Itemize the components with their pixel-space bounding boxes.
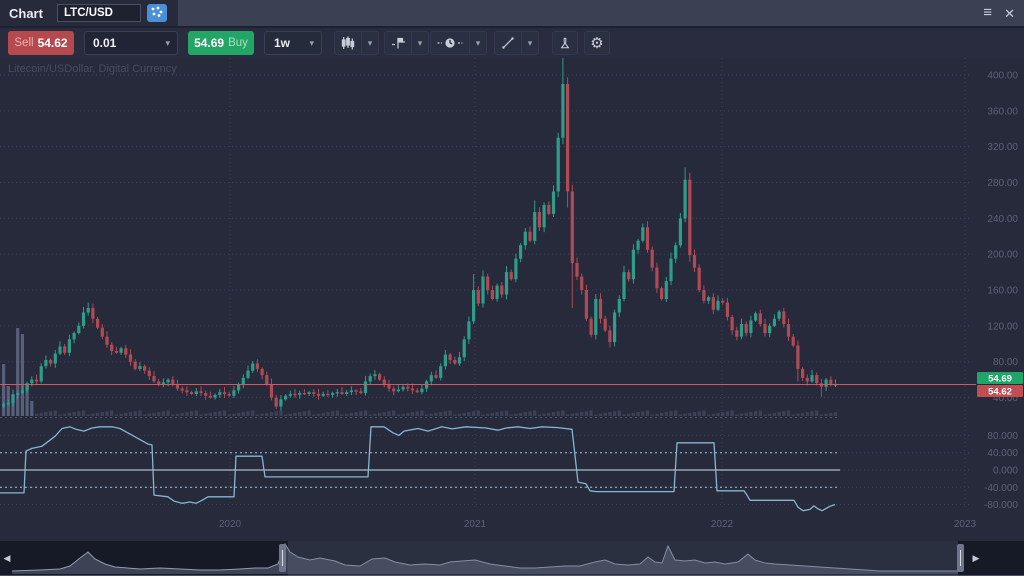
scatter-dots-icon	[151, 6, 163, 17]
tab-chart-label: Chart	[9, 6, 43, 21]
chevron-down-icon: ▾	[309, 37, 314, 48]
time-tools-dropdown[interactable]: ▾	[469, 32, 486, 54]
scroll-left-arrow-icon[interactable]: ◀	[3, 553, 11, 563]
svg-text:240.00: 240.00	[987, 214, 1018, 225]
menu-icon[interactable]: ≡	[983, 4, 992, 21]
svg-text:360.00: 360.00	[987, 106, 1018, 117]
timeframe-select[interactable]: 1w ▾	[264, 31, 322, 55]
indicators-group: ▾	[384, 31, 429, 55]
svg-text:40.00: 40.00	[993, 393, 1018, 404]
svg-text:280.00: 280.00	[987, 178, 1018, 189]
svg-text:2023: 2023	[954, 519, 977, 530]
timeframe-value: 1w	[274, 36, 291, 50]
amount-select[interactable]: 0.01 ▾	[84, 31, 178, 55]
trend-line-button[interactable]	[495, 32, 521, 54]
candlestick-chart-button[interactable]	[335, 32, 361, 54]
sell-label: Sell	[14, 37, 34, 49]
navigator-view-window[interactable]	[288, 541, 958, 576]
navigator-left-handle[interactable]	[279, 544, 286, 572]
chart-type-group: ▾	[334, 31, 379, 55]
chevron-down-icon: ▾	[417, 37, 423, 48]
buy-label: Buy	[228, 37, 248, 49]
svg-text:120.00: 120.00	[987, 321, 1018, 332]
chart-area: 400.00 360.00 320.00 280.00 240.00 200.00 160.…	[0, 58, 1024, 536]
svg-text:2020: 2020	[219, 519, 242, 530]
main-chart[interactable]: 400.00 360.00 320.00 280.00 240.00 200.00 160.…	[0, 58, 1024, 536]
chevron-down-icon: ▾	[367, 37, 373, 48]
svg-text:160.00: 160.00	[987, 286, 1018, 297]
strategies-button[interactable]	[552, 31, 578, 55]
svg-text:80.000: 80.000	[987, 431, 1018, 442]
chevron-down-icon: ▾	[165, 37, 170, 48]
svg-text:2021: 2021	[464, 519, 487, 530]
svg-text:80.00: 80.00	[993, 357, 1018, 368]
flag-indicator-icon	[391, 37, 405, 49]
drawing-tools-dropdown[interactable]: ▾	[521, 32, 538, 54]
svg-text:2022: 2022	[711, 519, 734, 530]
svg-text:200.00: 200.00	[987, 250, 1018, 261]
symbol-input[interactable]	[57, 4, 141, 22]
trend-line-icon	[502, 37, 514, 49]
time-interval-button[interactable]	[431, 32, 469, 54]
svg-text:54.62: 54.62	[988, 386, 1012, 397]
chevron-down-icon: ▾	[527, 37, 533, 48]
svg-text:400.00: 400.00	[987, 71, 1018, 82]
indicators-dropdown[interactable]: ▾	[411, 32, 428, 54]
svg-text:54.69: 54.69	[988, 373, 1012, 384]
indicators-button[interactable]	[385, 32, 411, 54]
flask-icon	[560, 37, 570, 48]
svg-text:40.000: 40.000	[987, 448, 1018, 459]
time-tools-group: ▾	[430, 31, 487, 55]
titlebar: Chart ≡ ✕	[0, 0, 1024, 28]
svg-text:-40.000: -40.000	[984, 483, 1018, 494]
svg-text:-80.000: -80.000	[984, 500, 1018, 511]
chart-navigator: ◀ ▶	[0, 541, 1024, 576]
multi-chart-layout-button[interactable]	[147, 4, 167, 22]
tab-chart[interactable]: Chart	[0, 0, 178, 26]
scroll-right-arrow-icon[interactable]: ▶	[972, 553, 980, 563]
clock-icon	[437, 38, 463, 48]
navigator-right-handle[interactable]	[957, 544, 964, 572]
amount-value: 0.01	[93, 36, 117, 50]
trade-toolbar: Sell 54.62 0.01 ▾ 54.69 Buy 1w ▾ ▾	[0, 28, 1024, 58]
drawing-tools-group: ▾	[494, 31, 539, 55]
close-icon[interactable]: ✕	[1004, 6, 1015, 21]
settings-button[interactable]: ⚙	[584, 31, 610, 55]
chart-type-dropdown[interactable]: ▾	[361, 32, 378, 54]
svg-text:0.000: 0.000	[993, 466, 1018, 477]
buy-price: 54.69	[194, 36, 225, 50]
svg-text:320.00: 320.00	[987, 142, 1018, 153]
sell-price: 54.62	[37, 36, 68, 50]
sell-button[interactable]: Sell 54.62	[8, 31, 74, 55]
buy-button[interactable]: 54.69 Buy	[188, 31, 254, 55]
candlestick-icon	[341, 36, 355, 50]
chevron-down-icon: ▾	[475, 37, 481, 48]
gear-icon: ⚙	[590, 35, 604, 52]
